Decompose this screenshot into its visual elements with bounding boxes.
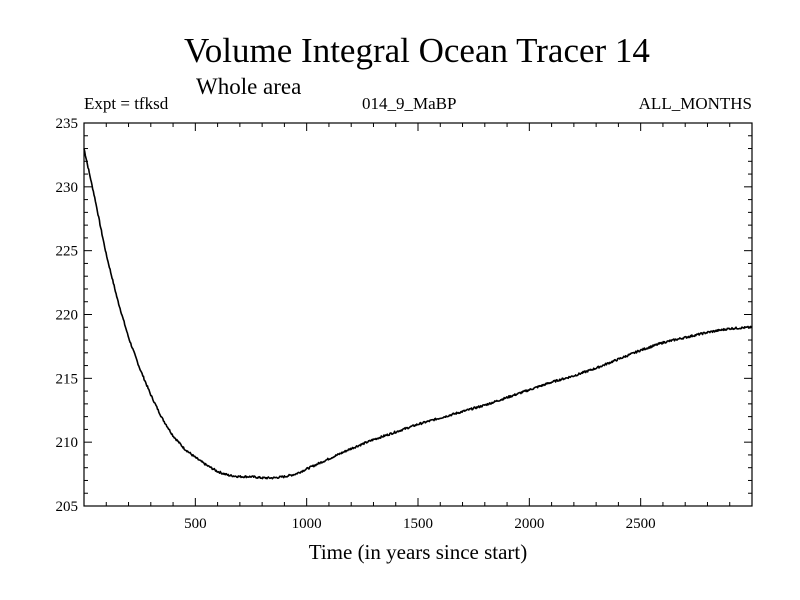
- tracer-series-line: [83, 148, 753, 480]
- run-label: 014_9_MaBP: [362, 94, 456, 113]
- y-tick-label: 230: [56, 180, 79, 196]
- x-tick-label: 2500: [626, 516, 656, 532]
- x-tick-label: 1000: [292, 516, 322, 532]
- x-tick-label: 1500: [403, 516, 433, 532]
- x-axis-label: Time (in years since start): [309, 540, 528, 564]
- y-tick-label: 220: [56, 308, 79, 324]
- chart-subtitle: Whole area: [196, 74, 301, 99]
- x-axis: 500 1000 1500 2000 2500: [105, 123, 731, 532]
- x-tick-label: 2000: [514, 516, 544, 532]
- experiment-label: Expt = tfksd: [84, 94, 169, 113]
- y-tick-label: 215: [56, 371, 79, 387]
- y-tick-label: 225: [56, 244, 79, 260]
- x-tick-label: 500: [184, 516, 207, 532]
- y-axis: 205 210 215 220 225 230 235: [56, 116, 752, 515]
- chart-title: Volume Integral Ocean Tracer 14: [184, 31, 650, 70]
- y-tick-label: 205: [56, 499, 79, 515]
- y-tick-label: 235: [56, 116, 79, 132]
- period-label: ALL_MONTHS: [639, 94, 752, 113]
- y-tick-label: 210: [56, 435, 79, 451]
